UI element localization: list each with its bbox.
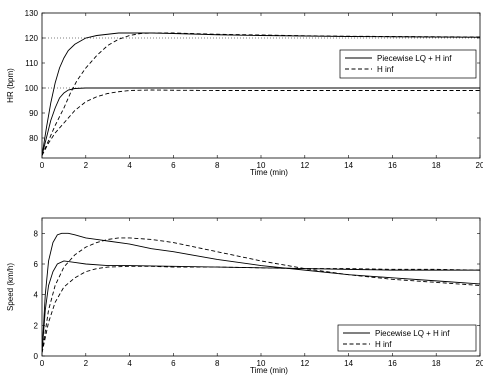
x-tick-label: 12: [300, 161, 309, 170]
x-tick-label: 18: [432, 359, 441, 368]
legend-box: [339, 49, 477, 79]
hr-chart: 0 2 4 6 8 10 12 14 16 18 20 80 90 100 110 120 130 Time (m…: [6, 9, 483, 177]
series-line: [42, 32, 480, 156]
y-tick-label: 0: [34, 352, 39, 361]
plot-frame: [41, 12, 481, 159]
y-tick-label: 100: [25, 84, 39, 93]
series-line: [42, 87, 480, 156]
y-axis-title: HR (bpm): [6, 68, 15, 103]
x-tick-label: 14: [344, 161, 353, 170]
y-tick-label: 130: [25, 9, 39, 18]
x-tick-label: 0: [40, 359, 45, 368]
y-tick-label: 2: [34, 321, 39, 330]
y-tick-label: 80: [29, 134, 38, 143]
x-tick-label: 20: [476, 161, 483, 170]
y-axis-title: Speed (km/h): [6, 263, 15, 311]
x-tick-label: 12: [300, 359, 309, 368]
x-tick-label: 4: [127, 161, 132, 170]
x-tick-label: 10: [257, 161, 266, 170]
x-tick-label: 16: [388, 161, 397, 170]
x-tick-label: 2: [84, 161, 89, 170]
x-tick-label: 8: [215, 359, 220, 368]
series-line: [42, 237, 480, 353]
y-tick-label: 90: [29, 109, 38, 118]
legend-box: [337, 324, 477, 352]
x-tick-label: 8: [215, 161, 220, 170]
y-tick-label: 8: [34, 229, 39, 238]
legend-label: H inf: [377, 65, 394, 74]
x-tick-label: 6: [171, 359, 176, 368]
speed-chart: 0 2 4 6 8 10 12 14 16 18 20 0 2 4 6 8 Time (min) Speed (k…: [6, 217, 483, 375]
x-tick-label: 6: [171, 161, 176, 170]
x-tick-label: 0: [40, 161, 45, 170]
x-tick-label: 18: [432, 161, 441, 170]
x-tick-label: 16: [388, 359, 397, 368]
x-tick-label: 4: [127, 359, 132, 368]
y-tick-label: 6: [34, 260, 39, 269]
x-axis-title: Time (min): [250, 168, 288, 177]
x-tick-label: 20: [476, 359, 483, 368]
legend-label: Piecewise LQ + H inf: [377, 54, 452, 63]
x-tick-label: 2: [84, 359, 89, 368]
x-tick-label: 14: [344, 359, 353, 368]
y-tick-label: 120: [25, 34, 39, 43]
x-axis-title: Time (min): [250, 366, 288, 375]
series-line: [42, 89, 480, 156]
y-tick-label: 110: [25, 59, 38, 68]
legend-label: Piecewise LQ + H inf: [375, 329, 450, 338]
legend-label: H inf: [375, 340, 392, 349]
y-tick-label: 4: [34, 291, 39, 300]
series-line: [42, 260, 480, 353]
series-line: [42, 32, 480, 156]
series-line: [42, 232, 480, 353]
series-line: [42, 265, 480, 354]
x-tick-label: 10: [257, 359, 266, 368]
